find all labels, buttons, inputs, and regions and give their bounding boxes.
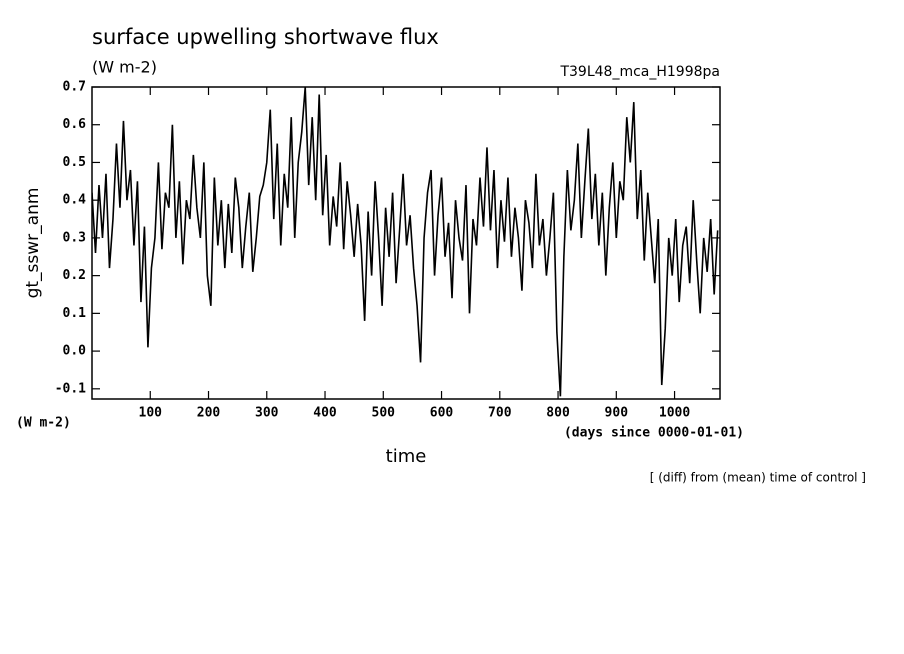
x-tick-label: 500: [372, 406, 396, 421]
y-tick-label: 0.5: [63, 155, 86, 170]
x-tick-label: 700: [488, 406, 512, 421]
x-tick-label: 400: [313, 406, 337, 421]
x-tick-label: 900: [605, 406, 629, 421]
data-line: [92, 87, 719, 397]
x-units: (days since 0000-01-01): [564, 426, 744, 441]
y-tick-label: 0.7: [63, 80, 86, 95]
y-tick-label: 0.1: [63, 306, 87, 321]
y-axis-label: gt_sswr_anm: [23, 188, 43, 299]
x-tick-label: 800: [546, 406, 570, 421]
x-tick-label: 100: [139, 406, 163, 421]
x-axis-label: time: [386, 446, 427, 467]
y-tick-label: 0.0: [63, 344, 87, 359]
x-tick-label: 200: [197, 406, 221, 421]
note: [ (diff) from (mean) time of control ]: [650, 471, 866, 485]
subtitle: (W m-2): [92, 58, 157, 77]
y-tick-label: 0.6: [63, 117, 87, 132]
plot-frame: [91, 86, 721, 400]
y-units: (W m-2): [16, 416, 71, 431]
y-tick-label: 0.2: [63, 268, 86, 283]
x-tick-label: 600: [430, 406, 454, 421]
chart-title: surface upwelling shortwave flux: [92, 25, 439, 49]
y-tick-label: 0.4: [63, 193, 87, 208]
x-tick-label: 300: [255, 406, 279, 421]
y-tick-label: 0.3: [63, 230, 86, 245]
y-tick-label: -0.1: [55, 381, 86, 396]
annotation: T39L48_mca_H1998pa: [559, 64, 720, 80]
x-tick-label: 1000: [659, 406, 690, 421]
